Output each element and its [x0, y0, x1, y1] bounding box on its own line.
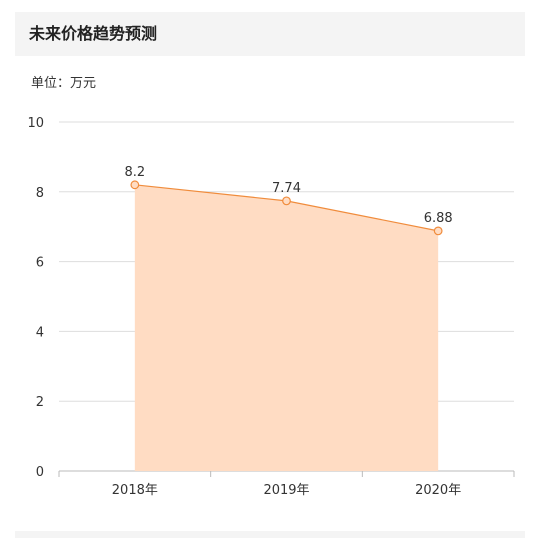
y-tick-label: 10: [27, 116, 44, 131]
data-label: 7.74: [272, 181, 301, 196]
data-point: [130, 180, 140, 190]
y-tick-label: 4: [36, 325, 44, 340]
data-label: 8.2: [124, 165, 145, 180]
next-panel-header: [15, 531, 525, 538]
y-tick-label: 2: [36, 395, 44, 410]
panel-header: 未来价格趋势预测: [15, 12, 525, 56]
y-tick-label: 8: [36, 186, 44, 201]
data-point: [282, 196, 291, 206]
x-tick-label: 2019年: [263, 483, 309, 498]
data-point: [433, 226, 443, 236]
panel-title: 未来价格趋势预测: [29, 24, 158, 43]
data-label: 6.88: [424, 211, 453, 226]
y-tick-label: 0: [36, 465, 44, 480]
x-tick-label: 2018年: [112, 483, 158, 498]
x-tick-label: 2020年: [415, 483, 461, 498]
series-area: [134, 184, 439, 471]
unit-label: 单位：万元: [31, 76, 97, 91]
y-tick-label: 6: [36, 256, 44, 271]
